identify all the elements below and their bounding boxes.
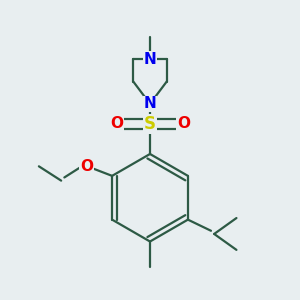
Text: O: O <box>110 116 123 131</box>
Text: N: N <box>144 52 156 67</box>
Text: O: O <box>80 159 93 174</box>
Text: S: S <box>144 115 156 133</box>
Text: N: N <box>144 96 156 111</box>
Text: O: O <box>177 116 190 131</box>
